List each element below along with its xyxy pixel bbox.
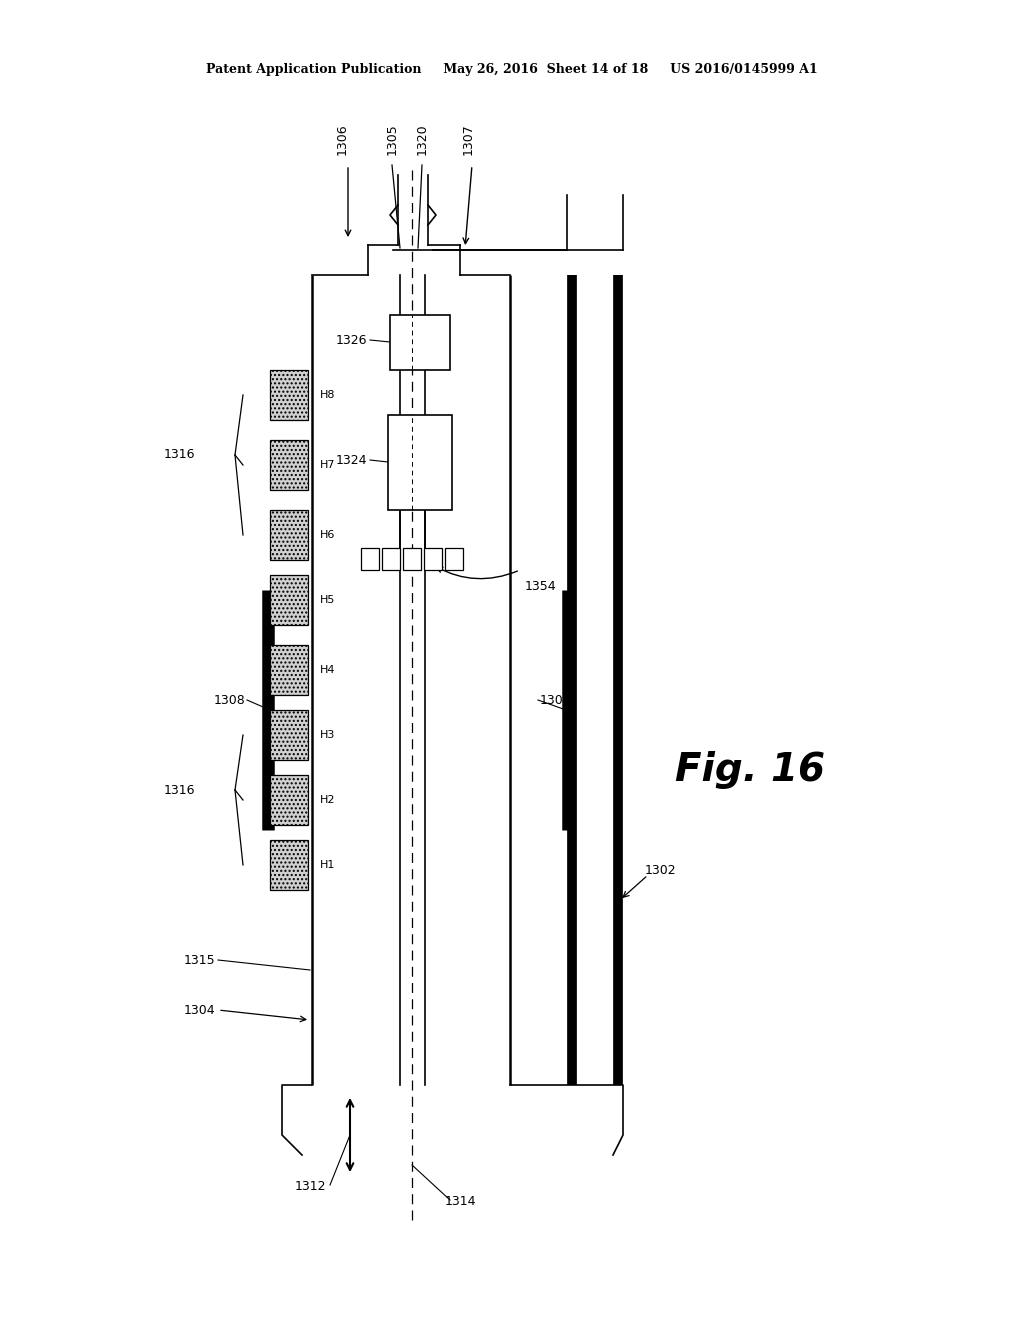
Text: Fig. 16: Fig. 16	[675, 751, 825, 789]
Text: H4: H4	[319, 665, 336, 675]
Bar	[382, 548, 400, 570]
Bar	[270, 576, 308, 624]
Text: 1326: 1326	[336, 334, 367, 346]
Bar	[388, 414, 452, 510]
Text: 1302: 1302	[645, 863, 677, 876]
Text: H3: H3	[319, 730, 336, 741]
Text: H8: H8	[319, 389, 336, 400]
Text: 1308: 1308	[213, 693, 245, 706]
Bar	[270, 840, 308, 890]
Text: Patent Application Publication     May 26, 2016  Sheet 14 of 18     US 2016/0145: Patent Application Publication May 26, 2…	[206, 63, 818, 77]
Text: H2: H2	[319, 795, 336, 805]
Text: 1320: 1320	[416, 123, 428, 154]
Bar	[403, 548, 421, 570]
Text: H1: H1	[319, 861, 336, 870]
Text: 1316: 1316	[164, 784, 195, 796]
Bar	[445, 548, 463, 570]
Bar	[390, 315, 450, 370]
Text: 1307: 1307	[462, 123, 474, 154]
Text: 1308: 1308	[540, 693, 571, 706]
Bar	[270, 510, 308, 560]
Bar	[424, 548, 442, 570]
Text: 1314: 1314	[444, 1195, 476, 1208]
Text: 1354: 1354	[525, 579, 557, 593]
Text: 1306: 1306	[336, 123, 348, 154]
Text: 1316: 1316	[164, 449, 195, 462]
Text: 1312: 1312	[294, 1180, 326, 1193]
Text: H5: H5	[319, 595, 336, 605]
Text: 1324: 1324	[336, 454, 367, 466]
Text: H6: H6	[319, 531, 336, 540]
Text: H7: H7	[319, 459, 336, 470]
Bar	[270, 710, 308, 760]
Text: 1305: 1305	[385, 123, 398, 154]
Bar	[270, 370, 308, 420]
Bar	[270, 645, 308, 696]
Text: 1315: 1315	[183, 953, 215, 966]
Text: 1304: 1304	[183, 1003, 215, 1016]
Bar	[270, 775, 308, 825]
Bar	[361, 548, 379, 570]
Bar	[270, 440, 308, 490]
